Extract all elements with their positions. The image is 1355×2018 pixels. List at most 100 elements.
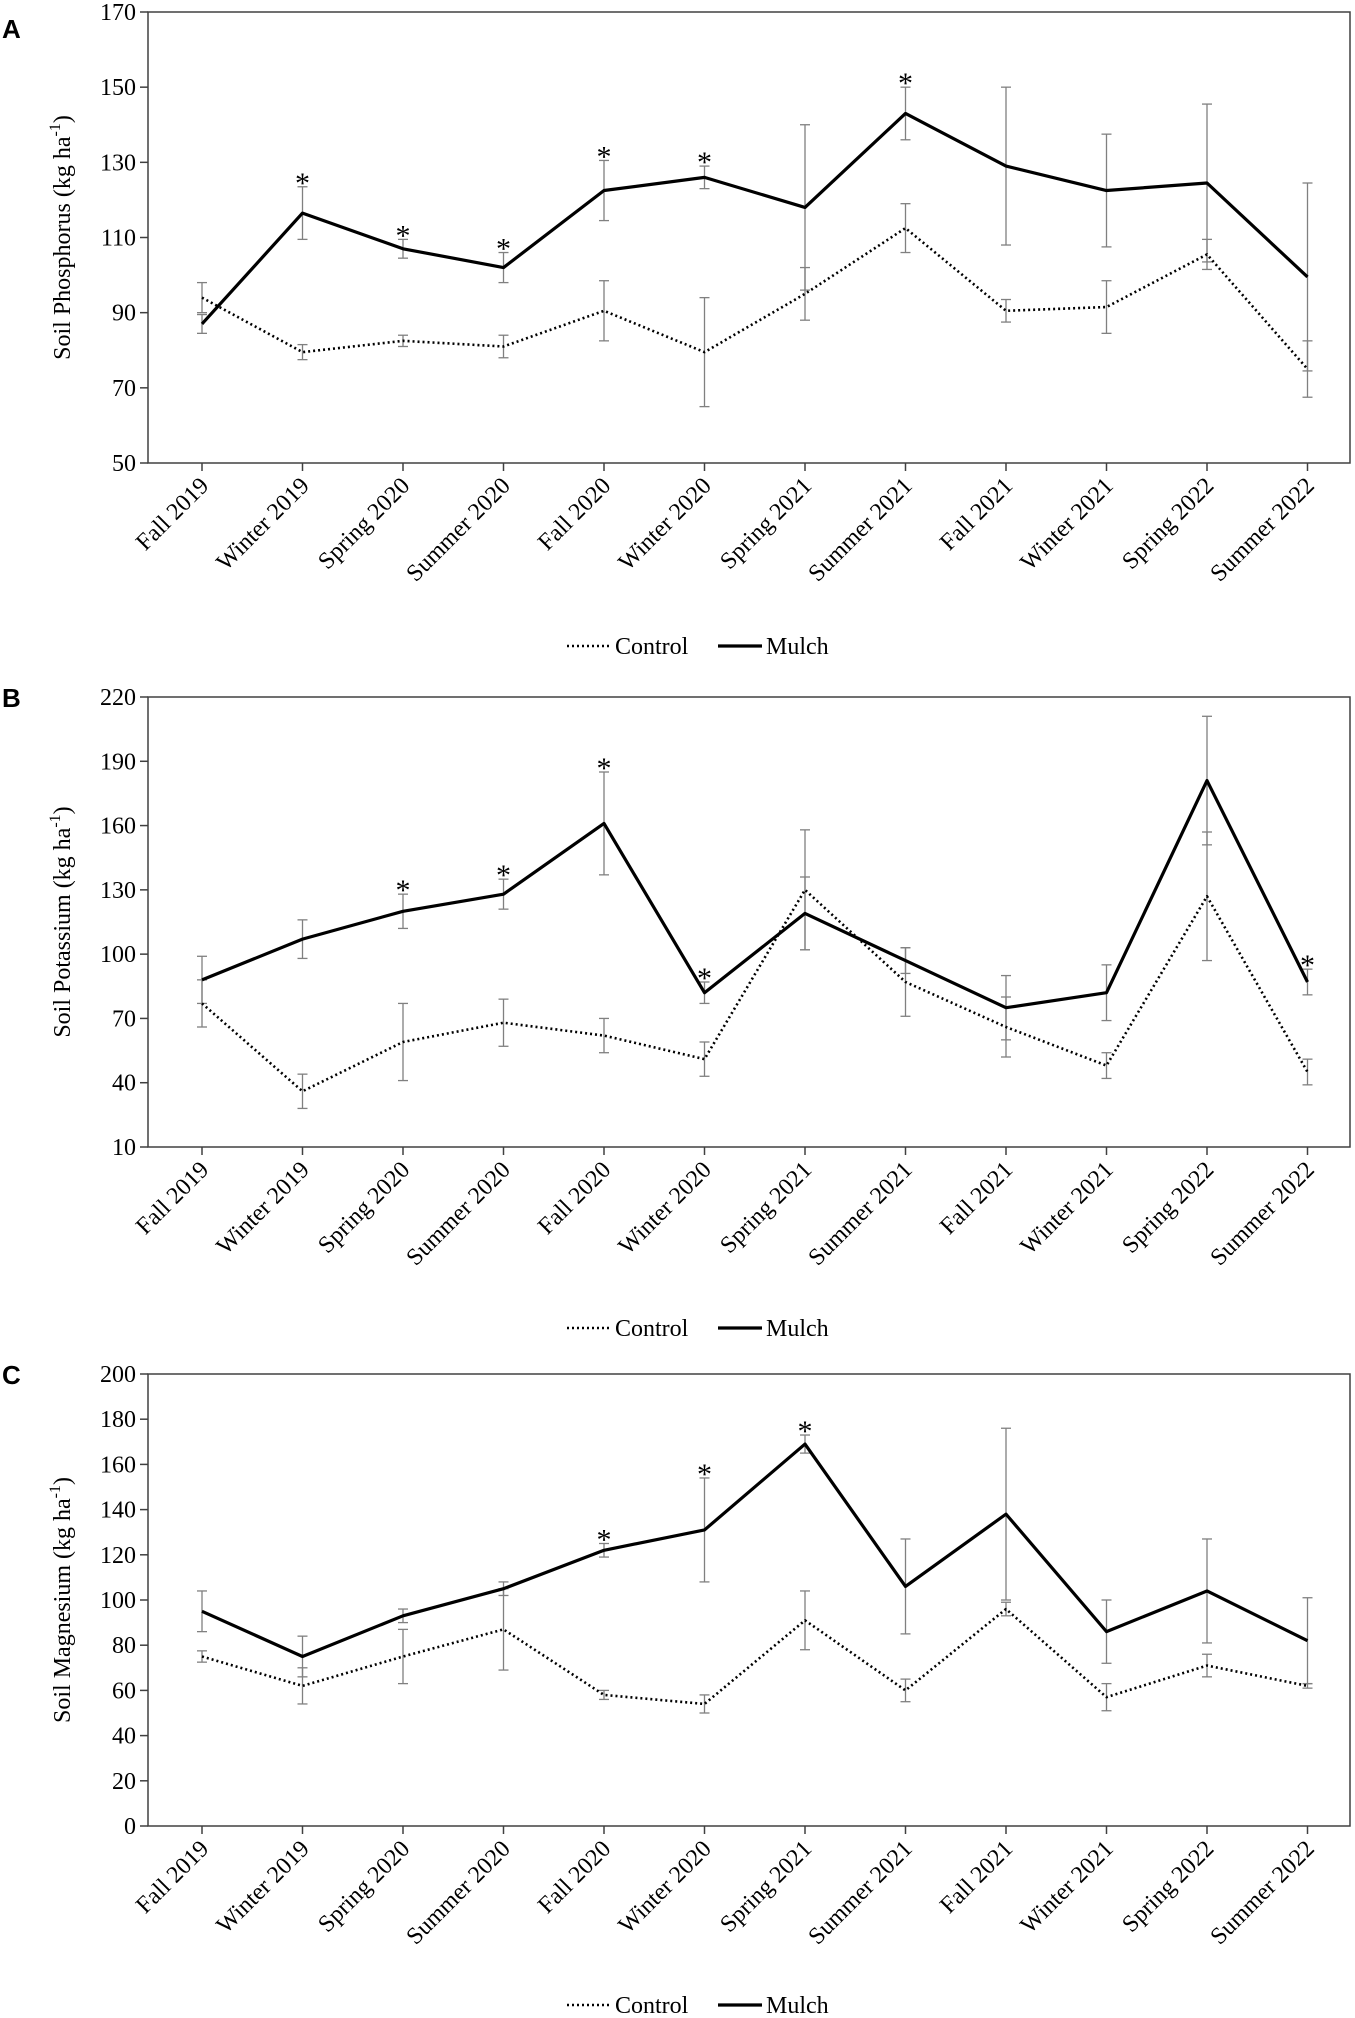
x-tick-label: Summer 2021 xyxy=(804,473,918,587)
x-tick-label: Summer 2021 xyxy=(804,1157,918,1271)
x-tick-label: Spring 2022 xyxy=(1117,1836,1219,1938)
plot-frame xyxy=(147,11,1351,464)
y-tick-label: 50 xyxy=(112,451,136,477)
x-tick-label: Winter 2021 xyxy=(1016,473,1119,576)
y-tick-label: 40 xyxy=(112,1071,136,1097)
y-tick-label: 180 xyxy=(100,1407,136,1433)
y-axis-label-end: ) xyxy=(50,1477,76,1485)
legend-label-control: Control xyxy=(615,1993,689,2018)
x-tick-label: Summer 2020 xyxy=(402,1157,516,1271)
x-tick-label: Winter 2020 xyxy=(614,1836,717,1939)
x-tick-label: Fall 2020 xyxy=(533,1836,616,1919)
x-tick-label: Spring 2020 xyxy=(313,1157,415,1259)
y-tick-label: 220 xyxy=(100,685,136,711)
y-tick-label: 190 xyxy=(100,749,136,775)
legend-label-mulch: Mulch xyxy=(766,1316,829,1342)
legend: Control Mulch xyxy=(567,634,829,660)
error-bar-control xyxy=(1101,1052,1112,1080)
significance-marker: * xyxy=(798,1415,813,1448)
y-axis-label-sup: -1 xyxy=(47,123,64,136)
chart-panel-c: C 0 20 40 60 80 100 120 140 160 180 200 Soil Magnesi… xyxy=(2,1360,1351,2018)
series-line-mulch xyxy=(201,778,1309,1010)
x-tick-label: Winter 2019 xyxy=(212,473,315,576)
y-axis-label-sup: -1 xyxy=(47,814,64,827)
x-tick-label: Spring 2022 xyxy=(1117,473,1219,575)
significance-marker: * xyxy=(396,219,411,252)
error-bar-control xyxy=(699,1041,710,1077)
y-axis-label: Soil Phosphorus (kg ha-1) xyxy=(47,115,76,360)
x-tick-label: Fall 2019 xyxy=(131,1157,214,1240)
y-tick-label: 20 xyxy=(112,1769,136,1795)
error-bar-control xyxy=(1302,1058,1313,1086)
chart-panel-a: A 50 70 90 110 130 150 170 Soil Phosphorus (kg h… xyxy=(2,0,1351,660)
x-tick-label: Spring 2021 xyxy=(715,473,817,575)
error-bar-control xyxy=(599,280,609,342)
y-axis-label-end: ) xyxy=(50,806,76,814)
x-tick-label: Fall 2021 xyxy=(935,1836,1018,1919)
error-bar-control xyxy=(1001,298,1011,323)
significance-marker: * xyxy=(1300,949,1315,982)
y-tick-label: 70 xyxy=(112,376,136,402)
y-axis-label-sup: -1 xyxy=(47,1485,64,1498)
x-tick-label: Spring 2022 xyxy=(1117,1157,1219,1259)
error-bar-control xyxy=(398,1628,408,1685)
y-tick-label: 100 xyxy=(100,1588,136,1614)
error-bar-control xyxy=(1101,280,1112,334)
y-tick-label: 40 xyxy=(112,1724,136,1750)
plot-frame xyxy=(147,1373,1351,1827)
series-line-control xyxy=(201,226,1309,370)
panel-letter: C xyxy=(2,1360,21,1390)
significance-marker: * xyxy=(597,140,612,173)
significance-marker: * xyxy=(597,752,612,785)
y-tick-label: 110 xyxy=(101,226,136,252)
legend-label-mulch: Mulch xyxy=(766,1993,829,2018)
y-tick-label: 120 xyxy=(100,1543,136,1569)
legend-label-control: Control xyxy=(615,1316,689,1342)
error-bar-control xyxy=(599,1689,609,1701)
y-tick-label: 130 xyxy=(100,150,136,176)
significance-marker: * xyxy=(496,233,511,266)
y-tick-label: 170 xyxy=(100,0,136,26)
series-line-mulch xyxy=(201,1442,1309,1659)
x-tick-label: Fall 2020 xyxy=(533,1157,616,1240)
y-tick-label: 90 xyxy=(112,301,136,327)
x-tick-label: Summer 2022 xyxy=(1206,1157,1320,1271)
legend-label-control: Control xyxy=(615,634,689,660)
x-tick-label: Winter 2019 xyxy=(212,1836,315,1939)
y-tick-label: 80 xyxy=(112,1633,136,1659)
panel-letter: A xyxy=(2,14,21,44)
error-bar-control xyxy=(699,1694,710,1714)
y-tick-label: 60 xyxy=(112,1678,136,1704)
legend-label-mulch: Mulch xyxy=(766,634,829,660)
significance-marker: * xyxy=(295,167,310,200)
legend: Control Mulch xyxy=(567,1316,829,1342)
x-tick-label: Summer 2020 xyxy=(402,473,516,587)
y-axis-label: Soil Potassium (kg ha-1) xyxy=(47,806,76,1037)
significance-marker: * xyxy=(898,67,913,100)
plot-frame xyxy=(147,696,1351,1148)
x-tick-label: Summer 2021 xyxy=(804,1836,918,1950)
significance-marker: * xyxy=(697,962,712,995)
legend: Control Mulch xyxy=(567,1993,829,2018)
x-tick-label: Fall 2021 xyxy=(935,1157,1018,1240)
y-tick-label: 160 xyxy=(100,814,136,840)
error-bar-control xyxy=(297,1073,308,1110)
series-line-control xyxy=(201,1607,1308,1706)
y-axis-label-main: Soil Magnesium (kg ha xyxy=(50,1498,76,1723)
x-tick-label: Summer 2022 xyxy=(1206,1836,1320,1950)
y-tick-label: 140 xyxy=(100,1498,136,1524)
y-tick-label: 200 xyxy=(100,1362,136,1388)
x-tick-label: Spring 2021 xyxy=(715,1836,817,1938)
x-tick-label: Fall 2019 xyxy=(131,1836,214,1919)
error-bar-control xyxy=(900,203,911,254)
x-tick-label: Summer 2022 xyxy=(1206,473,1320,587)
y-axis-label-main: Soil Phosphorus (kg ha xyxy=(50,136,76,360)
y-tick-label: 160 xyxy=(100,1452,136,1478)
significance-marker: * xyxy=(496,859,511,892)
x-tick-label: Fall 2021 xyxy=(935,473,1018,556)
x-tick-label: Spring 2020 xyxy=(313,473,415,575)
x-tick-label: Summer 2020 xyxy=(402,1836,516,1950)
x-tick-label: Winter 2021 xyxy=(1016,1157,1119,1260)
error-bar-control xyxy=(599,1017,609,1054)
